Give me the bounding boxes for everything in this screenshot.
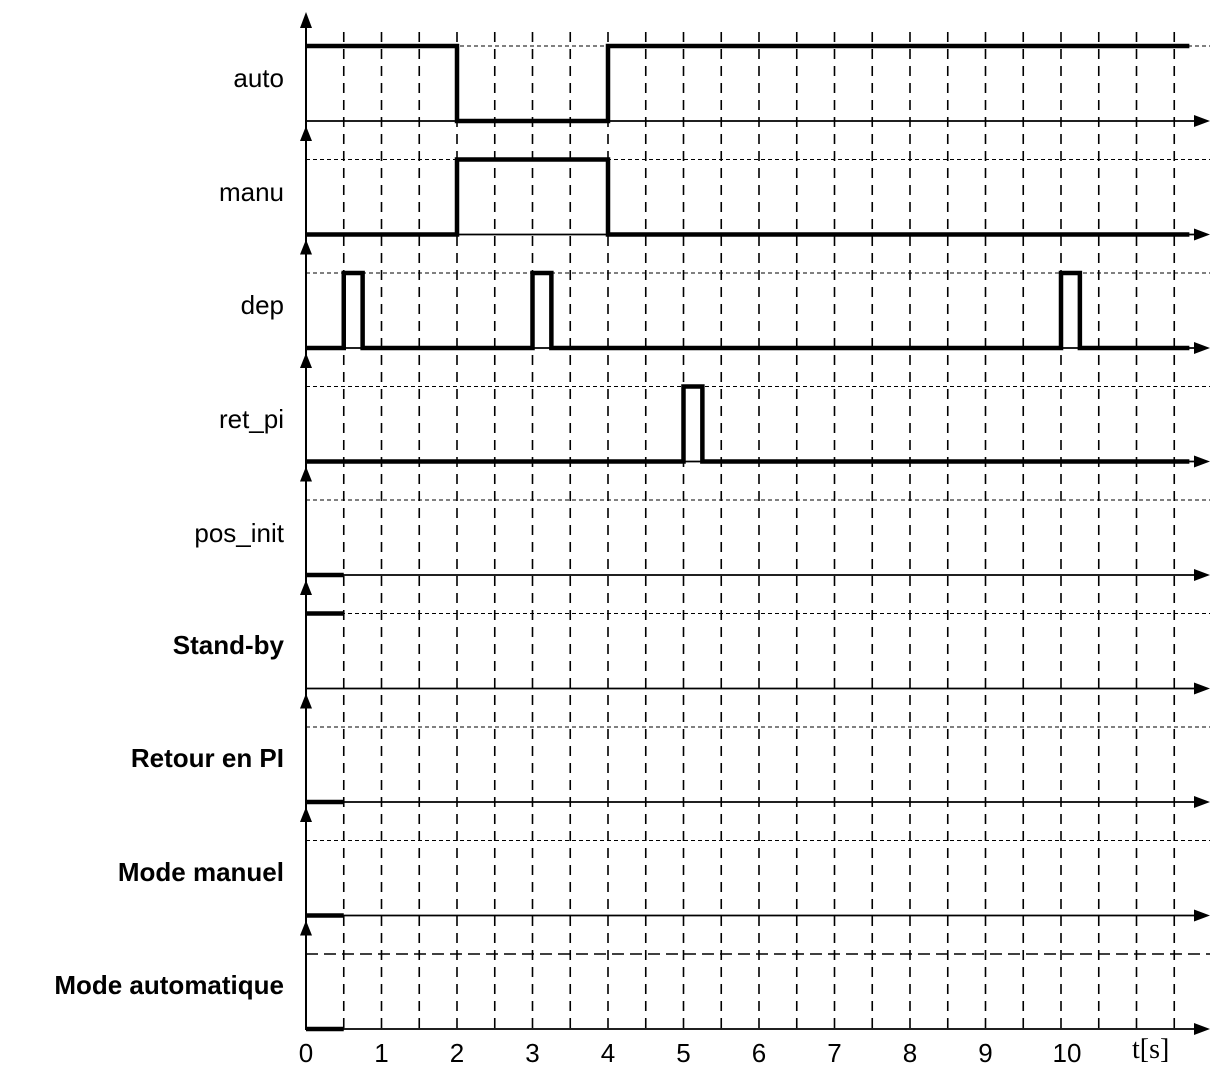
signal-label-dep: dep	[240, 290, 284, 320]
time-axis-arrow-icon	[1194, 1023, 1210, 1035]
signal-label-manu: manu	[218, 177, 284, 207]
x-tick-label-1: 1	[374, 1038, 389, 1068]
time-axis-arrow-icon	[1194, 342, 1210, 354]
time-axis-arrow-icon	[1194, 682, 1210, 695]
x-tick-label-8: 8	[902, 1038, 918, 1068]
signal-label-mode-manuel: Mode manuel	[117, 857, 284, 887]
row-axis-arrow-icon	[300, 126, 312, 141]
row-axis-arrow-icon	[300, 353, 312, 368]
time-axis-arrow-icon	[1194, 455, 1210, 468]
signal-label-stand-by: Stand-by	[172, 630, 284, 660]
signal-label-pos-init: pos_init	[194, 518, 284, 548]
x-tick-label-6: 6	[751, 1038, 767, 1068]
signal-label-mode-automatique: Mode automatique	[54, 970, 284, 1000]
x-tick-label-5: 5	[676, 1038, 691, 1068]
vertical-axis-arrow-icon	[300, 12, 312, 28]
time-axis-arrow-icon	[1194, 228, 1210, 241]
signal-label-retour-en-pi: Retour en PI	[130, 743, 284, 773]
time-axis-arrow-icon	[1194, 909, 1210, 922]
row-axis-arrow-icon	[300, 239, 312, 255]
x-tick-label-7: 7	[827, 1038, 842, 1068]
x-axis-unit-label: t[s]	[1132, 1034, 1170, 1065]
waveform-manu	[306, 157, 1190, 237]
row-axis-arrow-icon	[300, 807, 312, 822]
row-axis-arrow-icon	[300, 693, 312, 709]
x-tick-label-9: 9	[978, 1038, 993, 1068]
x-tick-label-4: 4	[600, 1038, 616, 1068]
x-tick-label-3: 3	[525, 1038, 540, 1068]
x-tick-label-10: 10	[1052, 1038, 1082, 1068]
x-tick-label-0: 0	[298, 1038, 314, 1068]
time-axis-arrow-icon	[1194, 569, 1210, 581]
waveform-ret-pi	[306, 384, 1190, 464]
waveform-auto	[306, 43, 1190, 124]
time-axis-arrow-icon	[1194, 115, 1210, 127]
row-axis-arrow-icon	[300, 580, 312, 595]
signal-label-ret-pi: ret_pi	[218, 404, 284, 434]
row-axis-arrow-icon	[300, 920, 312, 936]
waveform-dep	[306, 270, 1190, 351]
time-axis-arrow-icon	[1194, 796, 1210, 808]
x-tick-label-2: 2	[449, 1038, 465, 1068]
signal-label-auto: auto	[233, 63, 284, 93]
row-axis-arrow-icon	[300, 466, 312, 482]
